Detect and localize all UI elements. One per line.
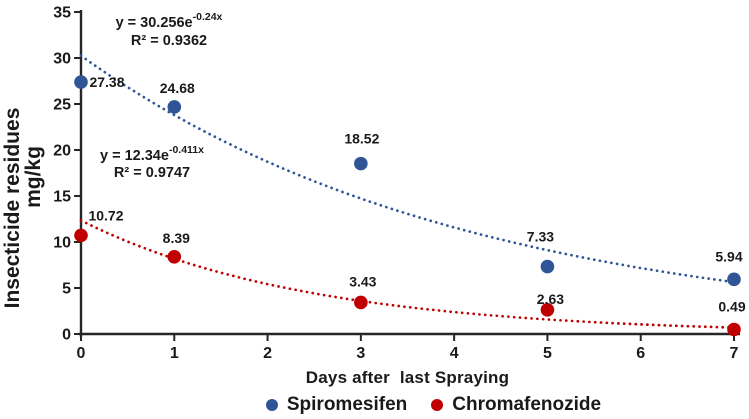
data-label-spiromesifen-4: 5.94 — [715, 248, 742, 264]
equation-chromafenozide: y = 12.34e-0.411x — [100, 144, 204, 164]
x-tick-label-5: 5 — [543, 345, 552, 362]
data-point-chromafenozide-0 — [74, 228, 88, 243]
data-point-spiromesifen-0 — [74, 75, 88, 89]
legend-item-spiromesifen: Spiromesifen — [265, 394, 408, 416]
data-point-chromafenozide-2 — [354, 295, 368, 310]
legend-item-chromafenozide: Chromafenozide — [431, 394, 601, 416]
y-tick-label-20: 20 — [53, 143, 71, 160]
y-tick-label-35: 35 — [53, 5, 71, 22]
y-tick-label-15: 15 — [53, 189, 71, 206]
data-point-spiromesifen-1 — [167, 100, 182, 114]
trendline-chromafenozide — [79, 219, 741, 330]
x-tick-label-1: 1 — [170, 345, 179, 362]
data-point-spiromesifen-4 — [727, 272, 741, 287]
y-tick-label-5: 5 — [62, 281, 71, 298]
legend-label-spiromesifen: Spiromesifen — [286, 394, 408, 415]
data-point-chromafenozide-3 — [540, 303, 555, 317]
x-tick-label-2: 2 — [263, 345, 272, 362]
equation-r2-chromafenozide: R² = 0.9747 — [114, 165, 190, 181]
y-axis-title-line2: mg/kg — [22, 146, 45, 208]
y-tick-label-30: 30 — [53, 51, 71, 68]
x-tick-label-3: 3 — [356, 345, 365, 362]
x-tick-label-0: 0 — [77, 345, 86, 362]
y-tick-label-0: 0 — [62, 327, 71, 344]
y-tick-label-10: 10 — [53, 235, 71, 252]
data-label-spiromesifen-0: 27.38 — [89, 74, 124, 90]
x-tick-label-7: 7 — [730, 345, 739, 362]
data-label-chromafenozide-0: 10.72 — [88, 207, 123, 223]
data-point-spiromesifen-3 — [540, 259, 555, 274]
x-tick-label-4: 4 — [450, 345, 459, 362]
x-axis-title: Days after last Spraying — [305, 368, 510, 387]
data-label-chromafenozide-4: 0.49 — [718, 298, 745, 314]
trendline-spiromesifen — [79, 54, 741, 285]
x-tick-label-6: 6 — [636, 345, 645, 362]
data-label-chromafenozide-1: 8.39 — [163, 230, 190, 246]
data-point-chromafenozide-4 — [727, 322, 741, 337]
data-point-chromafenozide-1 — [167, 250, 182, 264]
data-label-chromafenozide-3: 2.63 — [537, 291, 564, 307]
data-label-chromafenozide-2: 3.43 — [349, 273, 376, 289]
equation-spiromesifen: y = 30.256e-0.24x — [116, 11, 223, 31]
y-tick-label-25: 25 — [53, 97, 71, 114]
data-label-spiromesifen-1: 24.68 — [160, 80, 195, 96]
data-label-spiromesifen-3: 7.33 — [527, 229, 554, 245]
legend-label-chromafenozide: Chromafenozide — [452, 394, 602, 415]
data-point-spiromesifen-2 — [354, 156, 368, 171]
legend-marker-chromafenozide-icon — [431, 399, 444, 411]
data-label-spiromesifen-2: 18.52 — [344, 131, 379, 147]
legend: Spiromesifen Chromafenozide — [0, 394, 749, 416]
legend-marker-spiromesifen-icon — [265, 399, 278, 411]
equation-r2-spiromesifen: R² = 0.9362 — [131, 33, 207, 49]
